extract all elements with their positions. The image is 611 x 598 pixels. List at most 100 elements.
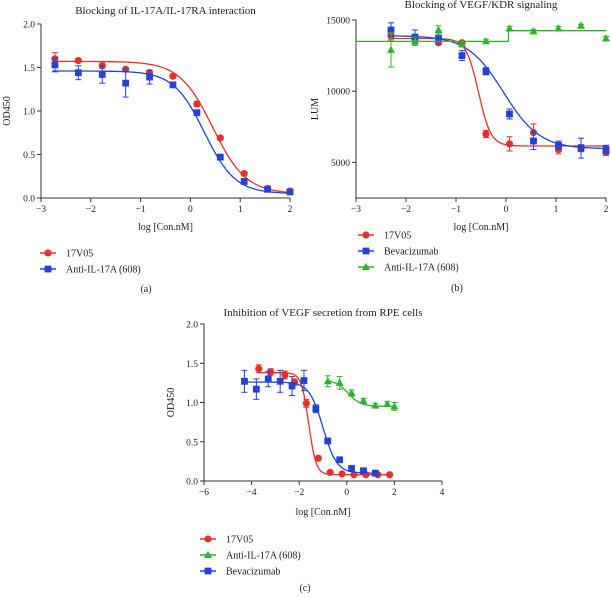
legend-item: Bevacizumab <box>358 247 438 258</box>
x-tick-label: −2 <box>86 205 96 215</box>
data-point <box>169 81 177 89</box>
legend-label: Anti-IL-17A (608) <box>66 265 141 276</box>
data-point <box>371 401 380 409</box>
legend: 17V05 Bevacizumab Anti-IL-17A (608) <box>358 231 459 274</box>
legend: 17V05 Anti-IL-17A (608) <box>40 249 141 276</box>
data-point <box>458 52 466 59</box>
data-point <box>286 188 294 196</box>
legend-label: Bevacizumab <box>226 567 280 578</box>
y-tick-label: 0.0 <box>23 195 35 205</box>
y-axis-label: OD450 <box>166 388 177 417</box>
legend-marker <box>362 262 370 270</box>
x-axis-label: log [Con.nM] <box>454 222 509 233</box>
data-point <box>312 405 320 413</box>
legend-item: 17V05 <box>200 535 253 546</box>
data-point <box>387 45 395 53</box>
legend-label: Anti-IL-17A (608) <box>384 263 459 274</box>
data-point <box>193 100 201 108</box>
legend-item: Anti-IL-17A (608) <box>40 265 141 276</box>
data-point <box>602 146 610 153</box>
x-tick-label: −4 <box>247 488 257 498</box>
x-tick-label: −2 <box>401 205 411 215</box>
data-point <box>577 21 585 29</box>
data-point <box>335 378 344 386</box>
data-point <box>411 37 419 45</box>
data-point <box>336 456 344 464</box>
y-tick-label: 2.0 <box>23 21 35 31</box>
data-point <box>360 467 367 475</box>
y-tick-label: 1.0 <box>186 399 198 409</box>
x-tick-label: −2 <box>294 488 304 498</box>
panel-label: (c) <box>299 583 310 594</box>
legend: 17V05 Anti-IL-17A (608) Bevacizumab <box>200 535 301 578</box>
data-point <box>74 56 82 65</box>
legend-marker <box>204 567 212 575</box>
y-tick-label: 0.0 <box>186 478 198 488</box>
panel-label: (a) <box>140 284 151 295</box>
y-axis-label: OD450 <box>2 96 13 125</box>
data-point <box>482 67 490 75</box>
series-bevacizumab <box>241 369 379 477</box>
data-point <box>348 465 355 472</box>
series-bevacizumab <box>387 22 610 159</box>
data-point <box>387 26 395 34</box>
data-point <box>98 71 106 78</box>
legend-label: Bevacizumab <box>384 247 438 258</box>
x-tick-label: 0 <box>188 205 193 215</box>
data-point <box>554 24 563 32</box>
data-point <box>240 178 248 185</box>
x-tick-label: −1 <box>451 205 461 215</box>
data-point <box>240 170 248 178</box>
data-point <box>383 399 392 408</box>
chart-title: Inhibition of VEGF secretion from RPE ce… <box>224 307 423 319</box>
data-point <box>288 382 296 390</box>
x-tick-label: −3 <box>36 205 46 215</box>
data-point <box>216 134 224 142</box>
data-point <box>146 73 153 81</box>
data-point <box>505 24 514 32</box>
fit-curve <box>388 35 609 150</box>
data-point <box>530 137 537 145</box>
data-point <box>323 377 332 385</box>
data-point <box>264 375 272 383</box>
series-17v05 <box>51 52 294 195</box>
y-tick-label: 1.0 <box>23 108 35 118</box>
y-tick-label: 1.5 <box>186 360 198 370</box>
fit-curve <box>52 60 293 194</box>
series-anti-il-17a-608- <box>356 21 610 68</box>
data-point <box>371 469 379 477</box>
data-point <box>264 185 271 193</box>
chart-panel-a: Blocking of IL-17A/IL-17RA interaction −3… <box>2 5 294 295</box>
x-tick-label: 1 <box>238 205 243 215</box>
y-tick-label: 2.0 <box>186 321 198 331</box>
chart-title: Blocking of VEGF/KDR signaling <box>405 0 558 11</box>
x-axis-label: log [Con.nM] <box>138 222 193 233</box>
data-point <box>359 396 368 404</box>
legend-item: Anti-IL-17A (608) <box>358 263 459 274</box>
x-tick-label: 1 <box>554 205 559 215</box>
x-tick-label: −3 <box>351 205 361 215</box>
legend-item: Anti-IL-17A (608) <box>200 551 301 562</box>
fit-curve <box>257 372 391 476</box>
x-tick-label: 2 <box>288 205 293 215</box>
legend-item: 17V05 <box>358 231 411 242</box>
data-point <box>390 402 399 410</box>
data-point <box>314 454 322 462</box>
x-tick-label: 0 <box>344 488 349 498</box>
data-point <box>482 37 490 45</box>
data-point <box>51 61 59 69</box>
legend-marker <box>44 249 52 257</box>
x-tick-label: 2 <box>392 488 397 498</box>
data-point <box>324 437 332 445</box>
x-axis-label: log [Con.nM] <box>296 507 351 518</box>
data-point <box>458 40 466 48</box>
y-tick-label: 15000 <box>326 17 350 27</box>
panel-label: (b) <box>451 283 463 294</box>
data-point <box>216 153 224 161</box>
legend-marker <box>362 247 370 255</box>
data-point <box>252 385 260 393</box>
data-point <box>347 388 356 397</box>
data-point <box>326 468 334 476</box>
y-axis-label: LUM <box>310 98 321 120</box>
